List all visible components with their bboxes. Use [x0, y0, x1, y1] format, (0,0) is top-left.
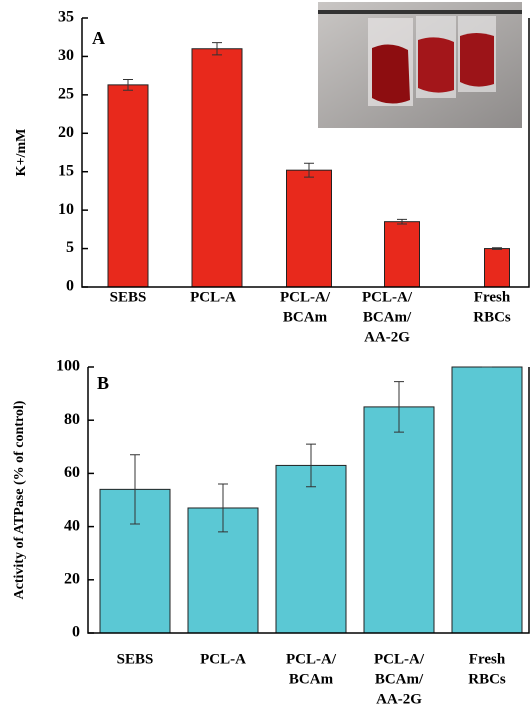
figure: SEBS PCL-A PCL-A/BCAm PCL-A/BCAm/AA-2G Fresh…	[0, 0, 530, 710]
x-tick-label: AA-2G	[376, 691, 422, 707]
x-tick-label: BCAm	[289, 671, 334, 687]
x-tick-label: PCL-A/	[286, 651, 337, 667]
x-tick-label: PCL-A/	[362, 289, 413, 305]
y-tick-label: 35	[58, 9, 74, 26]
x-tick-label: AA-2G	[364, 329, 410, 345]
bar	[364, 407, 434, 633]
y-tick-label: 60	[64, 464, 80, 481]
y-tick-label: 80	[64, 411, 80, 428]
bar	[485, 249, 510, 287]
y-tick-label: 30	[58, 47, 74, 64]
y-tick-label: 15	[58, 162, 74, 179]
x-tick-label: Fresh	[474, 289, 511, 305]
panel-label: A	[92, 28, 105, 48]
y-axis-label: Activity of ATPase (% of control)	[12, 400, 27, 599]
y-tick-label: 100	[56, 358, 80, 375]
bar	[452, 367, 522, 633]
y-tick-label: 0	[66, 278, 74, 295]
x-tick-label: RBCs	[468, 671, 506, 687]
x-tick-label: PCL-A	[200, 651, 246, 667]
x-tick-label: BCAm/	[375, 671, 424, 687]
y-tick-label: 10	[58, 201, 74, 218]
y-tick-label: 20	[64, 570, 80, 587]
x-tick-label: PCL-A/	[374, 651, 425, 667]
x-tick-label: RBCs	[473, 309, 511, 325]
x-tick-label: PCL-A/	[280, 289, 331, 305]
x-tick-label: BCAm	[283, 309, 328, 325]
y-tick-label: 5	[66, 239, 74, 256]
y-tick-label: 40	[64, 517, 80, 534]
bar	[108, 85, 148, 287]
y-tick-label: 20	[58, 124, 74, 141]
bar	[385, 222, 420, 287]
x-tick-label: SEBS	[117, 651, 154, 667]
bar	[276, 465, 346, 633]
y-tick-label: 25	[58, 86, 74, 103]
y-tick-label: 0	[72, 624, 80, 641]
x-tick-label: Fresh	[469, 651, 506, 667]
bar	[287, 170, 332, 287]
y-axis-label: K+/mM	[14, 129, 29, 177]
x-tick-label: SEBS	[110, 289, 147, 305]
panel-label: B	[97, 373, 109, 393]
x-tick-label: PCL-A	[190, 289, 236, 305]
x-tick-label: BCAm/	[363, 309, 412, 325]
bar	[192, 49, 242, 287]
photo-inset	[318, 2, 522, 128]
